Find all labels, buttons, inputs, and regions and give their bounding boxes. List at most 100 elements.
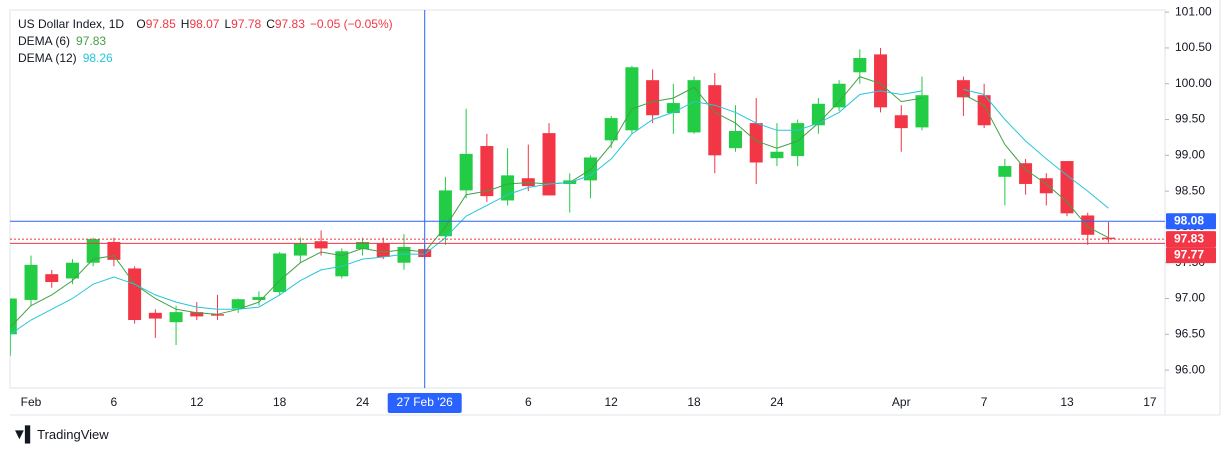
candle-body [977,95,991,126]
series-legend: DEMA (6) 97.83 [18,33,393,50]
x-tick-label: 7 [981,395,988,409]
candle-body [666,103,680,114]
candle-body [335,251,349,277]
x-tick-label: 17 [1143,395,1157,409]
candle-body [542,133,556,196]
x-tick-label: 24 [356,395,370,409]
price-tag-label: 97.83 [1174,231,1204,245]
candle-body [438,190,452,237]
candle-body [729,130,742,149]
candle-body [1019,163,1033,184]
crosshair-x-label: 27 Feb '26 [397,395,454,409]
x-tick-label: 24 [770,395,784,409]
candle-body [273,253,287,293]
candle-body [646,80,660,116]
candle-body [459,153,473,191]
x-tick-label: Feb [21,395,42,409]
y-tick-label: 99.00 [1175,148,1205,162]
ohlc-label: L [224,17,232,31]
y-tick-label: 97.00 [1175,291,1205,305]
candle-body [169,312,183,323]
candle-body [397,246,411,263]
candle-body [376,243,390,257]
plot [10,47,1115,356]
candle-body [86,239,100,263]
candle-body [874,54,888,108]
logo-icon: ▼▌ [12,426,36,443]
ohlc-value: 97.78 [231,17,262,31]
candle-body [107,241,121,260]
candle-body [211,314,224,316]
legend: US Dollar Index, 1D O97.85 H98.07 L97.78 C9… [18,16,393,67]
candle-body [1060,161,1074,214]
x-tick-label: 12 [190,395,204,409]
candle-body [314,241,328,249]
candle-body [293,243,307,256]
candle-body [708,85,722,156]
y-tick-label: 101.00 [1175,4,1212,18]
candle-body [10,298,17,335]
x-tick-label: 6 [525,395,532,409]
candle-body [480,146,494,197]
dema-line [10,89,1109,335]
candle-body [252,297,266,300]
symbol-title: US Dollar Index, 1D [18,17,125,31]
logo-text: TradingView [37,427,109,442]
y-tick-label: 100.50 [1175,40,1212,54]
price-tag-label: 97.77 [1174,247,1204,261]
series-value: 97.83 [76,34,107,48]
candle-body [128,268,142,320]
candle-body [687,80,701,133]
candle-body [832,83,846,108]
candle-body [501,175,515,201]
candle-body [811,103,825,126]
ohlc-label: H [180,17,190,31]
candle-body [770,151,784,159]
candle-body [791,123,805,157]
series-value: 98.26 [82,51,113,65]
x-tick-label: 13 [1060,395,1074,409]
candle-body [190,312,204,317]
candle-body [65,262,79,279]
candle-body [998,166,1012,177]
candle-body [148,312,162,319]
candle-body [356,241,370,250]
candle-body [915,95,929,128]
ohlc-value: 97.83 [274,17,305,31]
x-tick-label: 6 [111,395,118,409]
candle-body [604,118,618,141]
ohlc-value: 98.07 [189,17,220,31]
price-tag [1166,231,1216,248]
ohlc-label: C [266,17,275,31]
x-tick-label: 18 [687,395,701,409]
candle-body [956,80,970,98]
y-tick-label: 98.50 [1175,183,1205,197]
ohlc-row: US Dollar Index, 1D O97.85 H98.07 L97.78 C9… [18,16,393,33]
candle-body [749,123,763,163]
price-tag [1166,247,1216,264]
footer-logo: ▼▌ TradingView [12,426,109,443]
candle-body [24,264,38,300]
ohlc-value: 97.85 [145,17,176,31]
price-tag [1166,213,1216,230]
dema-line [10,76,1109,328]
candle-body [894,115,908,129]
x-tick-label: 12 [605,395,619,409]
y-tick-label: 96.00 [1175,362,1205,376]
price-tag-label: 98.08 [1174,213,1204,227]
crosshair-x-tag [387,393,462,413]
ohlc-label: O [136,17,146,31]
series-name: DEMA (6) [18,34,71,48]
candle-body [1101,237,1115,240]
candle-body [231,299,245,309]
series-legend: DEMA (12) 98.26 [18,50,393,67]
candle-body [1081,215,1095,235]
x-tick-label: Apr [892,395,911,409]
y-tick-label: 100.00 [1175,76,1212,90]
candle-body [45,274,59,283]
y-tick-label: 99.50 [1175,112,1205,126]
candle-body [625,67,639,131]
candle-body [853,57,867,73]
